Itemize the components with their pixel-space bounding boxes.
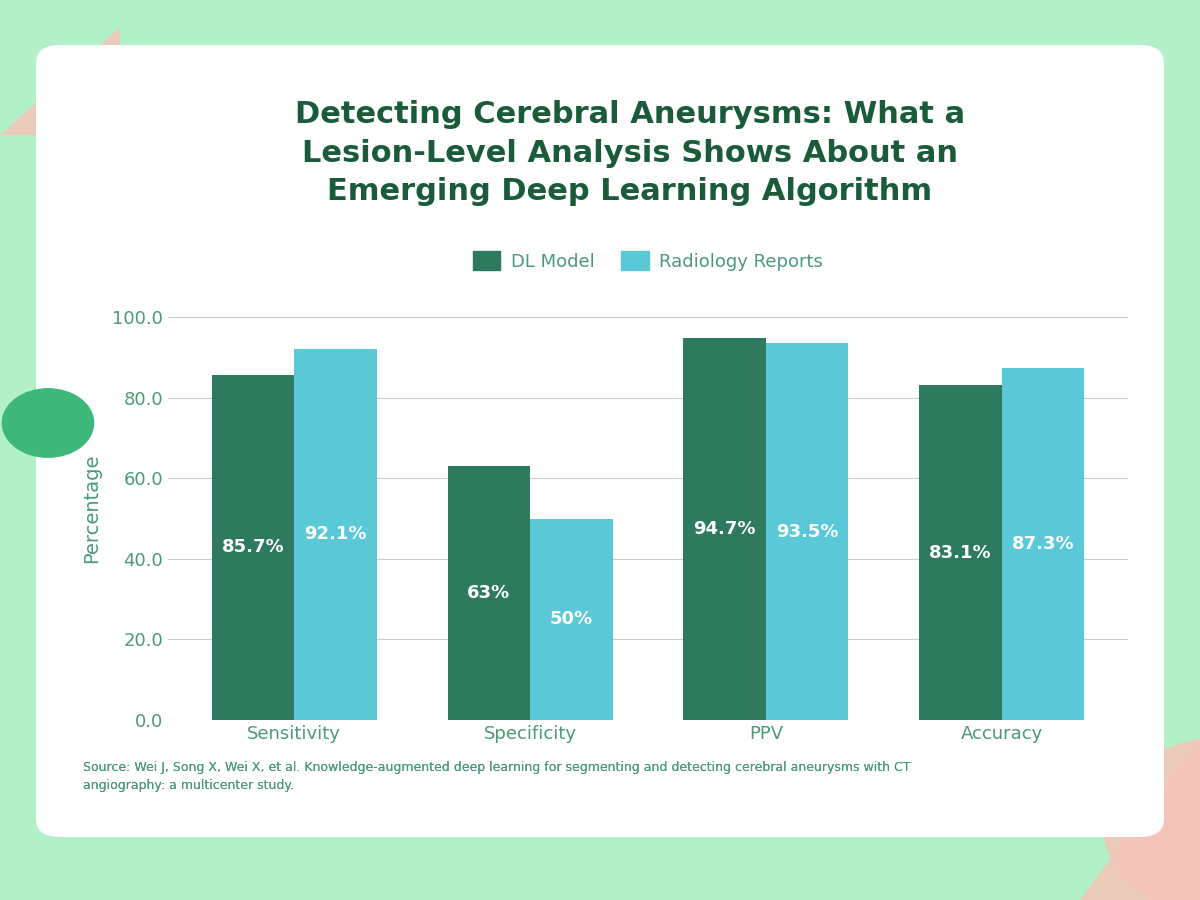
Bar <box>919 385 1002 720</box>
Text: 85.7%: 85.7% <box>222 538 284 556</box>
Text: 92.1%: 92.1% <box>305 526 367 544</box>
Bar <box>448 466 530 720</box>
Bar <box>530 518 613 720</box>
Polygon shape <box>1080 738 1200 900</box>
Text: Detecting Cerebral Aneurysms: What a
Lesion-Level Analysis Shows About an
Emergi: Detecting Cerebral Aneurysms: What a Les… <box>295 100 965 206</box>
Y-axis label: Percentage: Percentage <box>82 454 101 563</box>
Text: 94.7%: 94.7% <box>694 520 756 538</box>
Bar <box>1002 368 1085 720</box>
Circle shape <box>1104 738 1200 900</box>
Bar <box>211 374 294 720</box>
Polygon shape <box>0 27 120 135</box>
FancyBboxPatch shape <box>36 45 1164 837</box>
Bar <box>294 349 377 720</box>
Text: Source: Wei J, Song X, Wei X, et al. Knowledge-augmented deep learning for segme: Source: Wei J, Song X, Wei X, et al. Kno… <box>83 760 910 791</box>
Legend: DL Model, Radiology Reports: DL Model, Radiology Reports <box>466 244 830 278</box>
Circle shape <box>2 389 94 457</box>
Text: 93.5%: 93.5% <box>776 523 839 541</box>
Text: 50%: 50% <box>550 610 593 628</box>
Bar <box>683 338 766 720</box>
Text: Source: Wei J, Song X, Wei X, et al. Knowledge-augmented deep learning for segme: Source: Wei J, Song X, Wei X, et al. Kno… <box>83 760 910 791</box>
Text: 83.1%: 83.1% <box>929 544 992 562</box>
Text: 63%: 63% <box>467 584 510 602</box>
Bar <box>766 343 848 720</box>
Text: 87.3%: 87.3% <box>1012 536 1074 554</box>
